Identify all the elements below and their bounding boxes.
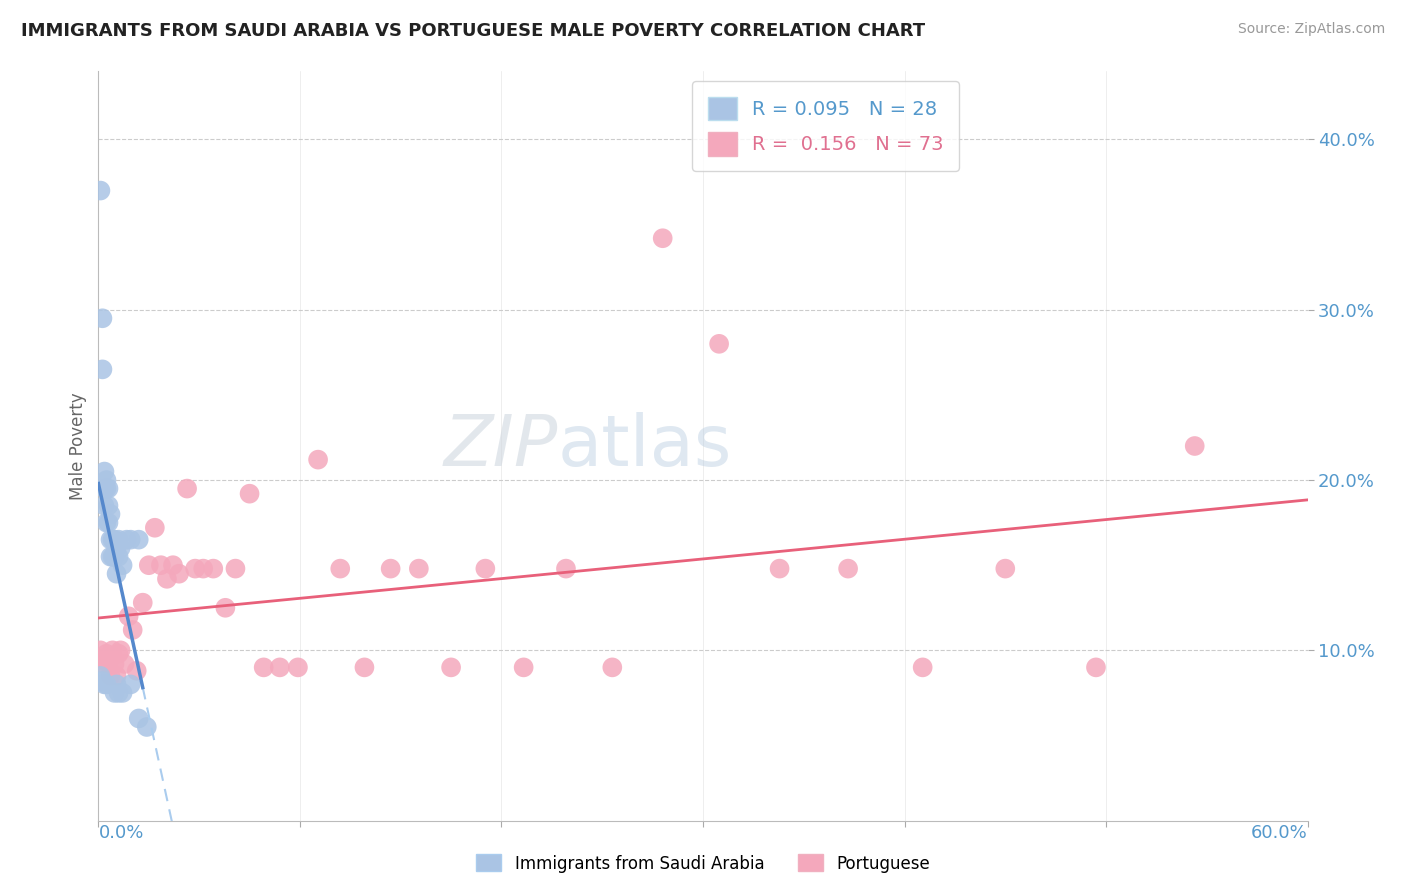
Point [107, 647, 129, 661]
Point [193, 561, 215, 575]
Text: atlas: atlas [558, 411, 733, 481]
Point [602, 660, 624, 674]
Point [121, 623, 143, 637]
Point [329, 561, 352, 575]
Point [91, 311, 114, 326]
Point [107, 533, 129, 547]
Point [143, 521, 166, 535]
Point [91, 673, 114, 688]
Point [103, 533, 125, 547]
Point [97, 499, 120, 513]
Point [287, 660, 309, 674]
Point [100, 507, 122, 521]
Point [184, 561, 207, 575]
Point [96, 473, 118, 487]
Point [156, 572, 179, 586]
Text: Source: ZipAtlas.com: Source: ZipAtlas.com [1237, 22, 1385, 37]
Point [107, 549, 129, 564]
Point [125, 664, 148, 678]
Point [100, 669, 122, 683]
Point [214, 600, 236, 615]
Point [474, 561, 496, 575]
Point [440, 660, 463, 674]
Point [120, 533, 142, 547]
Point [162, 558, 184, 573]
Point [651, 231, 673, 245]
Point [1184, 439, 1206, 453]
Point [105, 677, 128, 691]
Point [103, 657, 125, 671]
Point [111, 558, 134, 573]
Point [269, 660, 291, 674]
Point [100, 533, 122, 547]
Point [96, 677, 118, 691]
Point [105, 541, 128, 556]
Point [105, 669, 128, 683]
Point [707, 336, 730, 351]
Point [97, 516, 120, 530]
Point [120, 677, 142, 691]
Point [89, 669, 111, 683]
Point [103, 686, 125, 700]
Point [111, 686, 134, 700]
Text: 0.0%: 0.0% [98, 824, 143, 842]
Point [115, 533, 138, 547]
Point [101, 549, 124, 564]
Point [555, 561, 578, 575]
Point [202, 561, 225, 575]
Point [353, 660, 375, 674]
Point [93, 657, 115, 671]
Point [768, 561, 790, 575]
Point [994, 561, 1017, 575]
Point [97, 657, 120, 671]
Point [911, 660, 934, 674]
Point [118, 609, 141, 624]
Point [128, 711, 150, 725]
Point [91, 362, 114, 376]
Point [101, 643, 124, 657]
Point [101, 533, 124, 547]
Point [408, 561, 430, 575]
Text: 60.0%: 60.0% [1251, 824, 1308, 842]
Point [110, 541, 132, 556]
Point [100, 549, 122, 564]
Point [105, 566, 128, 581]
Point [96, 516, 118, 530]
Point [138, 558, 160, 573]
Point [149, 558, 172, 573]
Text: IMMIGRANTS FROM SAUDI ARABIA VS PORTUGUESE MALE POVERTY CORRELATION CHART: IMMIGRANTS FROM SAUDI ARABIA VS PORTUGUE… [21, 22, 925, 40]
Point [176, 482, 198, 496]
Point [96, 482, 118, 496]
Point [91, 652, 114, 666]
Point [512, 660, 534, 674]
Legend: Immigrants from Saudi Arabia, Portuguese: Immigrants from Saudi Arabia, Portuguese [470, 847, 936, 880]
Point [89, 643, 111, 657]
Point [380, 561, 402, 575]
Point [135, 720, 157, 734]
Point [253, 660, 276, 674]
Point [93, 465, 115, 479]
Point [107, 686, 129, 700]
Point [93, 677, 115, 691]
Text: ZIP: ZIP [443, 411, 558, 481]
Point [224, 561, 246, 575]
Point [239, 486, 262, 500]
Point [114, 657, 136, 671]
Point [93, 499, 115, 513]
Legend: R = 0.095   N = 28, R =  0.156   N = 73: R = 0.095 N = 28, R = 0.156 N = 73 [692, 81, 959, 171]
Point [1085, 660, 1108, 674]
Point [307, 452, 329, 467]
Point [110, 643, 132, 657]
Point [837, 561, 859, 575]
Point [132, 596, 155, 610]
Point [93, 482, 115, 496]
Point [103, 549, 125, 564]
Point [167, 566, 190, 581]
Point [97, 482, 120, 496]
Point [89, 184, 111, 198]
Y-axis label: Male Poverty: Male Poverty [69, 392, 87, 500]
Point [96, 647, 118, 661]
Point [128, 533, 150, 547]
